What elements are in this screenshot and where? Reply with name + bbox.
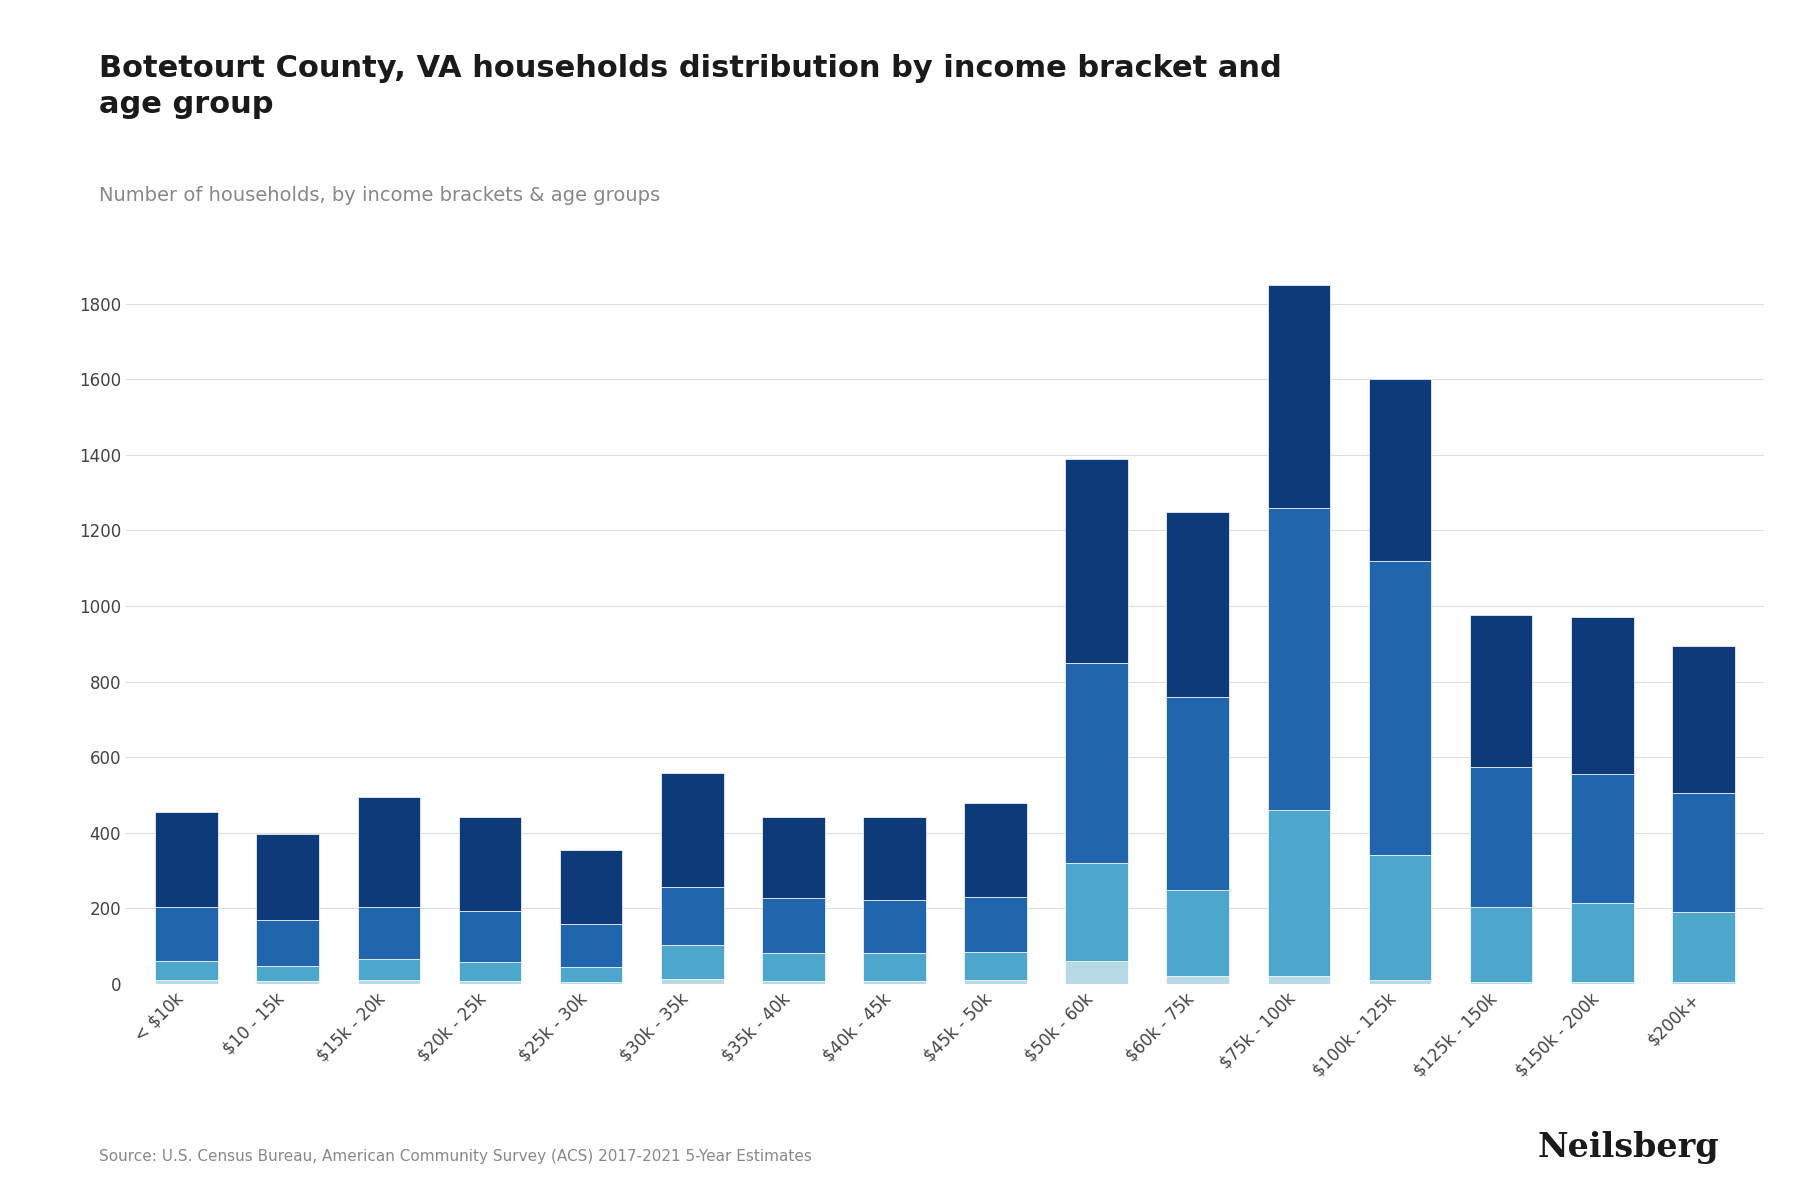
Bar [1672,912,1735,982]
Bar [1672,793,1735,912]
Bar [864,953,925,980]
Bar [1166,889,1229,977]
Bar [1571,774,1634,902]
Text: Botetourt County, VA households distribution by income bracket and
age group: Botetourt County, VA households distribu… [99,54,1282,119]
Text: Neilsberg: Neilsberg [1537,1130,1719,1164]
Bar [1672,646,1735,793]
Bar [761,980,824,984]
Bar [358,960,419,980]
Bar [1166,977,1229,984]
Bar [965,952,1026,980]
Bar [256,834,319,920]
Bar [1066,961,1129,984]
Bar [1368,856,1431,980]
Bar [1571,902,1634,982]
Bar [1166,697,1229,889]
Bar [256,980,319,984]
Bar [459,980,522,984]
Bar [965,803,1026,898]
Bar [761,816,824,898]
Bar [864,816,925,900]
Bar [155,906,218,961]
Bar [661,774,724,887]
Bar [155,961,218,980]
Bar [256,920,319,966]
Bar [560,967,623,982]
Bar [1267,977,1330,984]
Bar [358,906,419,960]
Bar [155,980,218,984]
Bar [864,900,925,953]
Bar [1066,458,1129,662]
Bar [1267,284,1330,508]
Bar [1672,982,1735,984]
Bar [256,966,319,980]
Bar [1471,982,1532,984]
Bar [761,953,824,980]
Bar [1267,810,1330,977]
Bar [1066,863,1129,961]
Bar [1368,980,1431,984]
Bar [965,980,1026,984]
Bar [1066,662,1129,863]
Bar [761,898,824,953]
Bar [459,911,522,962]
Bar [1471,616,1532,767]
Bar [661,946,724,979]
Bar [1471,906,1532,982]
Bar [965,898,1026,952]
Bar [560,850,623,924]
Bar [1571,617,1634,774]
Bar [1368,560,1431,856]
Bar [661,887,724,946]
Bar [560,982,623,984]
Bar [1368,379,1431,560]
Text: Number of households, by income brackets & age groups: Number of households, by income brackets… [99,186,661,205]
Bar [864,980,925,984]
Bar [1471,767,1532,906]
Bar [560,924,623,967]
Bar [1571,982,1634,984]
Bar [459,816,522,911]
Bar [1166,511,1229,697]
Bar [459,962,522,980]
Text: Source: U.S. Census Bureau, American Community Survey (ACS) 2017-2021 5-Year Est: Source: U.S. Census Bureau, American Com… [99,1150,812,1164]
Bar [1267,508,1330,810]
Bar [155,812,218,906]
Bar [358,980,419,984]
Bar [358,797,419,906]
Bar [661,979,724,984]
